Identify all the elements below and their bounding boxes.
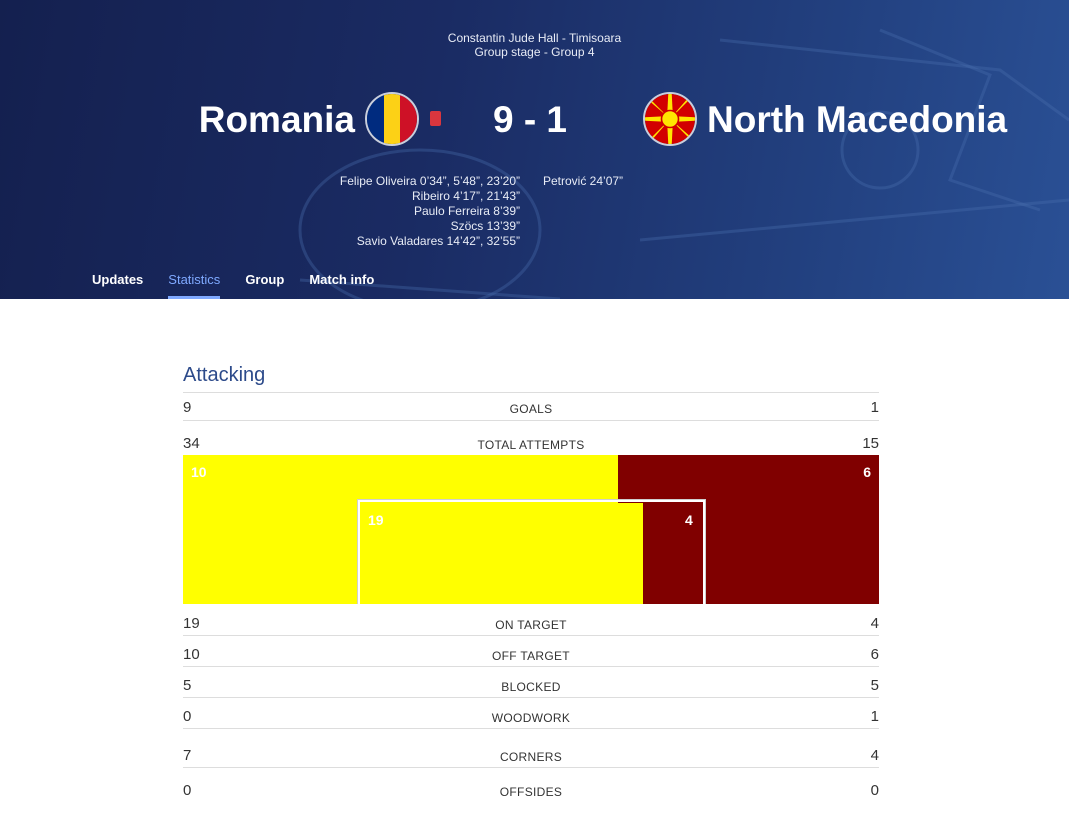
stat-away-value: 15 <box>862 435 879 452</box>
stat-away-value: 4 <box>870 747 879 764</box>
stat-home-value: 0 <box>183 782 192 799</box>
stat-row-offsides: 0 OFFSIDES 0 <box>183 781 879 801</box>
away-scorers: Petrović 24’07” <box>543 174 623 189</box>
stat-home-value: 10 <box>183 646 200 663</box>
divider <box>183 635 879 636</box>
match-header: Constantin Jude Hall - Timisoara Group s… <box>0 0 1069 299</box>
away-on-target-label: 4 <box>685 512 693 528</box>
venue-text: Constantin Jude Hall - Timisoara <box>447 31 622 45</box>
match-score: 9 - 1 <box>492 99 568 140</box>
pitch-lines-decoration <box>298 28 1069 299</box>
stat-label: GOALS <box>509 402 553 416</box>
stat-away-value: 6 <box>870 646 879 663</box>
stat-label: TOTAL ATTEMPTS <box>477 438 585 452</box>
attempts-goal-chart: 10 6 19 4 <box>183 455 879 604</box>
tab-statistics[interactable]: Statistics <box>168 266 221 299</box>
stage-text: Group stage - Group 4 <box>474 45 595 59</box>
home-scorer-line: Savio Valadares 14’42”, 32’55” <box>356 234 520 248</box>
home-off-target-label: 10 <box>191 464 207 480</box>
away-on-target-bar <box>643 503 702 604</box>
stat-home-value: 34 <box>183 435 200 452</box>
divider <box>183 666 879 667</box>
match-tabs: Updates Statistics Group Match info <box>92 266 399 299</box>
stat-label: BLOCKED <box>501 680 561 694</box>
divider <box>183 697 879 698</box>
stat-row-on-target: 19 ON TARGET 4 <box>183 614 879 634</box>
divider <box>183 728 879 729</box>
stat-home-value: 7 <box>183 747 192 764</box>
divider <box>183 420 879 421</box>
home-on-target-label: 19 <box>368 512 384 528</box>
home-scorers: Felipe Oliveira 0’34”, 5’48”, 23’20” Rib… <box>340 174 520 249</box>
stat-home-value: 9 <box>183 399 192 416</box>
stat-label: CORNERS <box>499 750 563 764</box>
home-scorer-line: Paulo Ferreira 8’39” <box>413 204 520 218</box>
stat-label: ON TARGET <box>495 618 567 632</box>
home-on-target-bar <box>361 503 643 604</box>
stat-away-value: 1 <box>870 708 879 725</box>
red-card-icon <box>430 111 441 126</box>
away-off-target-label: 6 <box>863 464 871 480</box>
home-scorer-line: Szöcs 13’39” <box>450 219 520 233</box>
stat-home-value: 0 <box>183 708 192 725</box>
stat-label: OFFSIDES <box>499 785 563 799</box>
stat-row-woodwork: 0 WOODWORK 1 <box>183 707 879 727</box>
home-team-name[interactable]: Romania <box>198 99 355 140</box>
stat-row-corners: 7 CORNERS 4 <box>183 746 879 766</box>
section-title: Attacking <box>183 364 266 386</box>
stat-away-value: 1 <box>870 399 879 416</box>
away-team-name[interactable]: North Macedonia <box>707 99 1008 140</box>
stat-row-off-target: 10 OFF TARGET 6 <box>183 645 879 665</box>
away-scorer-line: Petrović 24’07” <box>543 174 624 188</box>
stat-label: WOODWORK <box>491 711 571 725</box>
stat-row-total-attempts: 34 TOTAL ATTEMPTS 15 <box>183 434 879 454</box>
divider <box>183 767 879 768</box>
goal-frame <box>358 500 705 604</box>
stat-home-value: 5 <box>183 677 192 694</box>
tab-group[interactable]: Group <box>245 272 285 287</box>
tab-updates[interactable]: Updates <box>92 272 144 287</box>
home-scorer-line: Ribeiro 4’17”, 21’43” <box>411 189 520 203</box>
divider <box>183 392 879 393</box>
home-scorer-line: Felipe Oliveira 0’34”, 5’48”, 23’20” <box>339 174 520 188</box>
stat-away-value: 0 <box>870 782 879 799</box>
stat-home-value: 19 <box>183 615 200 632</box>
stat-label: OFF TARGET <box>492 649 570 663</box>
romania-flag-icon <box>365 92 419 146</box>
north-macedonia-flag-icon <box>643 92 697 146</box>
stat-away-value: 4 <box>870 615 879 632</box>
stat-row-blocked: 5 BLOCKED 5 <box>183 676 879 696</box>
tab-match-info[interactable]: Match info <box>309 272 375 287</box>
stat-away-value: 5 <box>870 677 879 694</box>
stat-row-goals: 9 GOALS 1 <box>183 398 879 418</box>
